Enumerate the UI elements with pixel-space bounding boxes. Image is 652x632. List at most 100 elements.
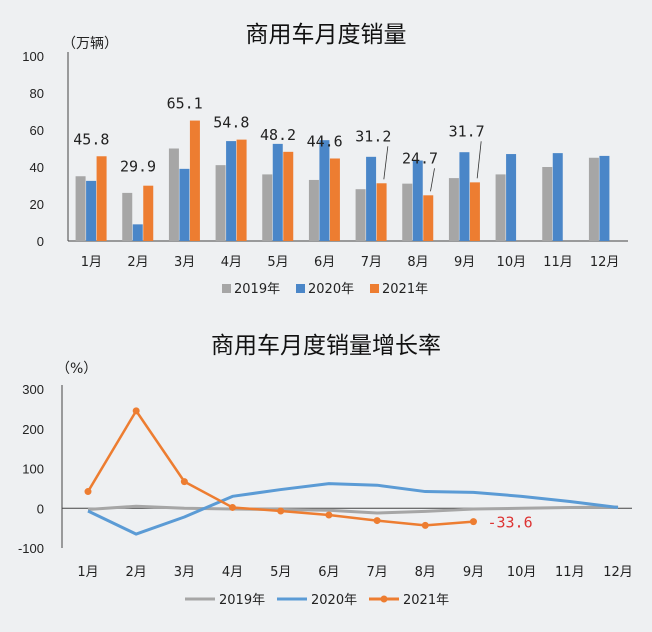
data-label: 65.1 bbox=[167, 95, 203, 113]
x-tick-label: 6月 bbox=[314, 255, 335, 270]
bar-2019 bbox=[262, 174, 273, 241]
data-label: 31.7 bbox=[449, 122, 485, 140]
bar-2019 bbox=[542, 167, 553, 241]
data-label: 44.6 bbox=[307, 132, 343, 150]
point-2021 bbox=[421, 521, 429, 529]
series-line-2019 bbox=[87, 504, 619, 515]
x-tick-label: 10月 bbox=[497, 255, 527, 270]
bar-2021 bbox=[189, 120, 200, 241]
bar-2020 bbox=[226, 141, 237, 241]
bar-2019 bbox=[168, 148, 179, 241]
y-tick-label: 100 bbox=[22, 49, 44, 64]
bar-2019 bbox=[402, 183, 413, 241]
legend-marker bbox=[380, 595, 388, 603]
y-unit-label: （%） bbox=[56, 361, 97, 377]
bar-2020 bbox=[86, 180, 97, 241]
x-tick-label: 2月 bbox=[126, 565, 147, 580]
bottom-line-chart: 商用车月度销量增长率 （%） -100 0 100 200 300 1月 2月 3月 4月 5月 6月 7… bbox=[18, 333, 633, 608]
bar-2020 bbox=[552, 153, 563, 241]
data-label-leader bbox=[476, 141, 482, 179]
legend-label: 2021年 bbox=[382, 282, 428, 297]
bar-2019 bbox=[122, 192, 133, 241]
x-tick-label: 3月 bbox=[174, 255, 195, 270]
y-tick-label: 200 bbox=[22, 422, 44, 437]
y-tick-label: 20 bbox=[30, 197, 44, 212]
x-tick-label: 1月 bbox=[81, 255, 102, 270]
legend-swatch-2021 bbox=[370, 284, 379, 293]
data-label: 48.2 bbox=[260, 126, 296, 144]
bar-2020 bbox=[319, 140, 330, 241]
x-tick-label: 5月 bbox=[270, 565, 291, 580]
data-label: 24.7 bbox=[402, 149, 438, 167]
x-tick-label: 7月 bbox=[361, 255, 382, 270]
y-tick-label: 0 bbox=[37, 234, 44, 249]
top-bar-chart: 商用车月度销量 （万辆） 0 20 40 60 80 100 1月 2月 3月 4月 5月 6月 7月 8月 9… bbox=[22, 22, 628, 297]
series-line-2020 bbox=[87, 482, 619, 536]
x-tick-label: 8月 bbox=[407, 255, 428, 270]
bar-2019 bbox=[495, 174, 506, 241]
bar-2021 bbox=[376, 183, 387, 241]
data-label-leader bbox=[430, 168, 435, 192]
bar-2020 bbox=[366, 156, 377, 241]
bar-2020 bbox=[506, 154, 517, 241]
x-tick-label: 10月 bbox=[507, 565, 537, 580]
x-tick-label: 7月 bbox=[366, 565, 387, 580]
y-tick-label: 40 bbox=[30, 160, 44, 175]
x-tick-label: 4月 bbox=[221, 255, 242, 270]
y-tick-label: 100 bbox=[22, 462, 44, 477]
point-2021 bbox=[180, 478, 188, 486]
y-tick-label: 0 bbox=[37, 501, 44, 516]
x-tick-label: 12月 bbox=[590, 255, 620, 270]
bar-2019 bbox=[215, 165, 226, 241]
data-label: 54.8 bbox=[213, 114, 249, 132]
y-tick-label: -100 bbox=[18, 541, 44, 556]
data-label-leader bbox=[383, 146, 389, 180]
x-tick-label: 2月 bbox=[127, 255, 148, 270]
bar-2021 bbox=[143, 185, 154, 241]
data-label: 31.2 bbox=[355, 127, 391, 145]
point-2021 bbox=[325, 511, 333, 519]
x-tick-label: 4月 bbox=[222, 565, 243, 580]
legend-label: 2020年 bbox=[308, 282, 354, 297]
bar-2019 bbox=[308, 179, 319, 241]
bar-2019 bbox=[355, 189, 366, 241]
point-2021 bbox=[277, 507, 285, 515]
chart-title: 商用车月度销量 bbox=[246, 22, 407, 48]
bar-2020 bbox=[179, 168, 190, 241]
legend-swatch-2019 bbox=[222, 284, 231, 293]
x-tick-label: 11月 bbox=[555, 565, 585, 580]
point-2021 bbox=[469, 518, 477, 526]
x-tick-label: 1月 bbox=[77, 565, 98, 580]
bar-2019 bbox=[588, 157, 599, 241]
chart-title: 商用车月度销量增长率 bbox=[211, 333, 441, 359]
bar-2019 bbox=[75, 176, 86, 241]
data-label: 29.9 bbox=[120, 158, 156, 176]
bar-2020 bbox=[412, 160, 423, 241]
point-2021 bbox=[132, 407, 140, 415]
point-2021 bbox=[229, 503, 237, 511]
y-tick-label: 300 bbox=[22, 382, 44, 397]
x-tick-label: 6月 bbox=[318, 565, 339, 580]
x-tick-label: 9月 bbox=[454, 255, 475, 270]
x-tick-label: 3月 bbox=[174, 565, 195, 580]
legend-label: 2021年 bbox=[403, 593, 449, 608]
bar-2020 bbox=[132, 224, 143, 241]
x-tick-label: 12月 bbox=[603, 565, 633, 580]
y-tick-label: 80 bbox=[30, 86, 44, 101]
point-2021 bbox=[84, 488, 92, 496]
bar-2021 bbox=[329, 158, 340, 241]
legend-label: 2019年 bbox=[234, 282, 280, 297]
x-tick-label: 5月 bbox=[267, 255, 288, 270]
bar-2021 bbox=[283, 151, 294, 241]
x-tick-label: 11月 bbox=[543, 255, 573, 270]
bar-2021 bbox=[469, 182, 480, 241]
legend-label: 2020年 bbox=[311, 593, 357, 608]
x-tick-label: 8月 bbox=[415, 565, 436, 580]
legend-swatch-2020 bbox=[296, 284, 305, 293]
x-tick-label: 9月 bbox=[463, 565, 484, 580]
point-2021 bbox=[373, 517, 381, 525]
bar-2020 bbox=[599, 155, 610, 241]
y-tick-label: 60 bbox=[30, 123, 44, 138]
value-annotation: -33.6 bbox=[487, 514, 532, 532]
